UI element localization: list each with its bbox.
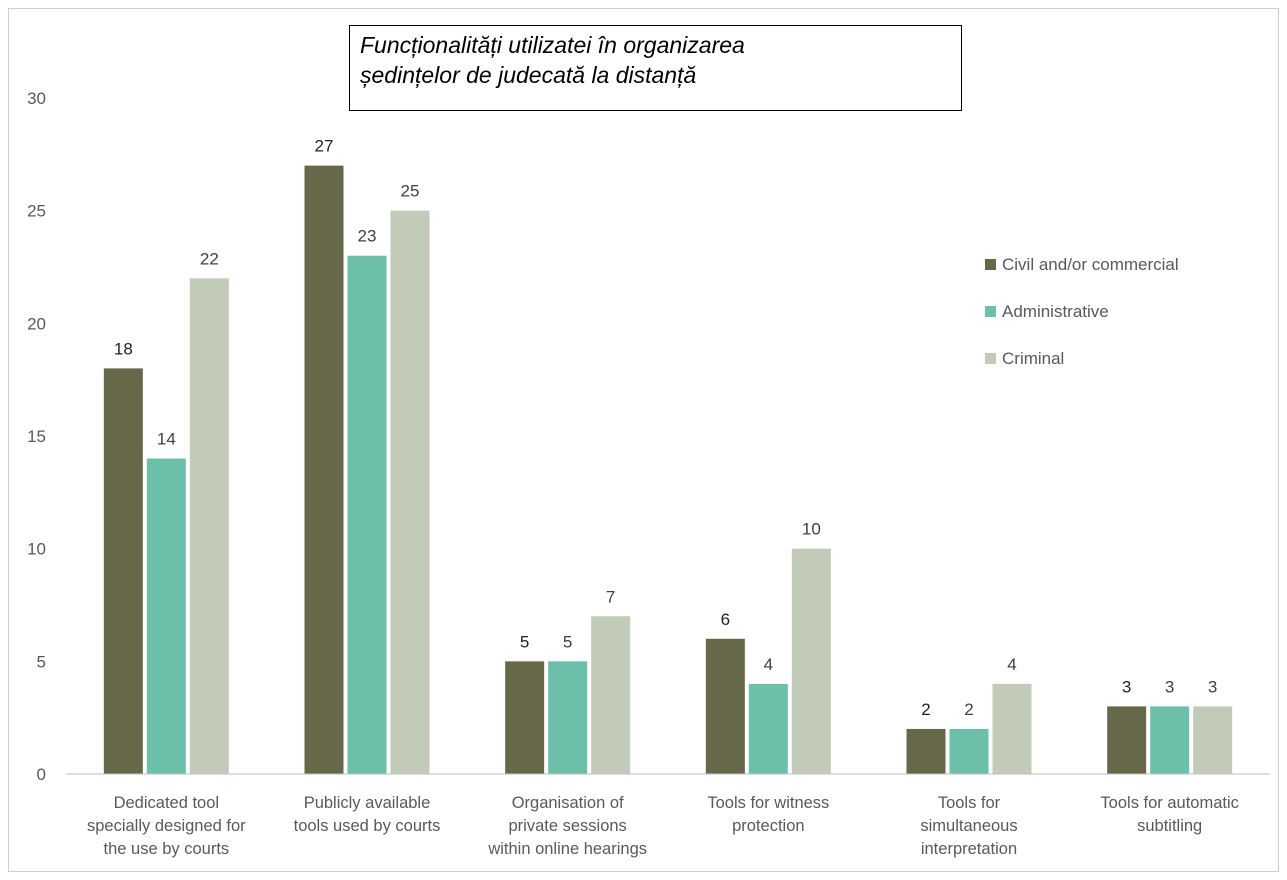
bar xyxy=(748,683,788,774)
x-tick-label: Tools for witness protection xyxy=(707,794,829,835)
bar xyxy=(189,278,229,774)
bar xyxy=(103,368,143,774)
data-label: 2 xyxy=(921,700,930,719)
data-label: 4 xyxy=(1007,655,1016,674)
bar xyxy=(548,661,588,774)
bar xyxy=(1107,706,1147,774)
y-tick-label: 15 xyxy=(27,427,46,446)
y-tick-label: 5 xyxy=(37,652,46,671)
data-label: 4 xyxy=(764,655,773,674)
bar xyxy=(390,210,430,774)
data-label: 14 xyxy=(157,430,176,449)
x-tick-label: Publicly available tools used by courts xyxy=(294,794,441,835)
x-tick-label: Tools for simultaneous interpretation xyxy=(920,794,1017,858)
y-tick-label: 25 xyxy=(27,202,46,221)
legend: Civil and/or commercial Administrative Cri… xyxy=(985,255,1179,368)
chart-title-line-2: ședințelor de judecată la distanță xyxy=(360,62,697,88)
x-axis: Dedicated tool specially designed for the … xyxy=(66,773,1270,858)
data-label: 7 xyxy=(606,587,615,606)
bar xyxy=(1193,706,1233,774)
data-label: 3 xyxy=(1208,677,1217,696)
legend-label: Civil and/or commercial xyxy=(1002,255,1179,274)
data-label: 5 xyxy=(520,632,529,651)
legend-swatch xyxy=(985,353,996,364)
bar xyxy=(992,683,1032,774)
bar xyxy=(906,728,946,774)
y-tick-label: 0 xyxy=(37,765,46,784)
data-label: 6 xyxy=(721,610,730,629)
data-label: 2 xyxy=(964,700,973,719)
bar xyxy=(1150,706,1190,774)
data-label: 23 xyxy=(358,227,377,246)
bar xyxy=(304,165,344,775)
y-tick-label: 20 xyxy=(27,314,46,333)
chart-title: Funcționalități utilizatei în organizare… xyxy=(349,25,962,111)
chart-frame xyxy=(8,8,1279,872)
data-label: 10 xyxy=(802,520,821,539)
bar xyxy=(347,255,387,774)
bar xyxy=(791,548,831,774)
bar-marks xyxy=(103,165,1233,775)
data-label: 18 xyxy=(114,339,133,358)
bar xyxy=(146,458,186,774)
data-label: 3 xyxy=(1165,677,1174,696)
bar xyxy=(505,661,545,774)
y-tick-label: 30 xyxy=(27,89,46,108)
x-tick-label: Organisation of private sessions within on… xyxy=(487,794,647,858)
legend-label: Administrative xyxy=(1002,302,1109,321)
x-tick-label: Tools for automatic subtitling xyxy=(1100,794,1238,835)
legend-swatch xyxy=(985,259,996,270)
y-tick-label: 10 xyxy=(27,540,46,559)
data-label: 5 xyxy=(563,632,572,651)
bar xyxy=(705,638,745,774)
data-label: 27 xyxy=(315,137,334,156)
chart-title-line-1: Funcționalități utilizatei în organizare… xyxy=(360,32,745,58)
y-axis: 0 5 10 15 20 25 30 xyxy=(27,89,46,784)
legend-label: Criminal xyxy=(1002,349,1064,368)
data-label: 22 xyxy=(200,249,219,268)
bar xyxy=(949,728,989,774)
data-label: 3 xyxy=(1122,677,1131,696)
x-tick-label: Dedicated tool specially designed for the … xyxy=(87,794,246,858)
legend-swatch xyxy=(985,306,996,317)
data-label: 25 xyxy=(401,182,420,201)
bar xyxy=(591,616,631,774)
